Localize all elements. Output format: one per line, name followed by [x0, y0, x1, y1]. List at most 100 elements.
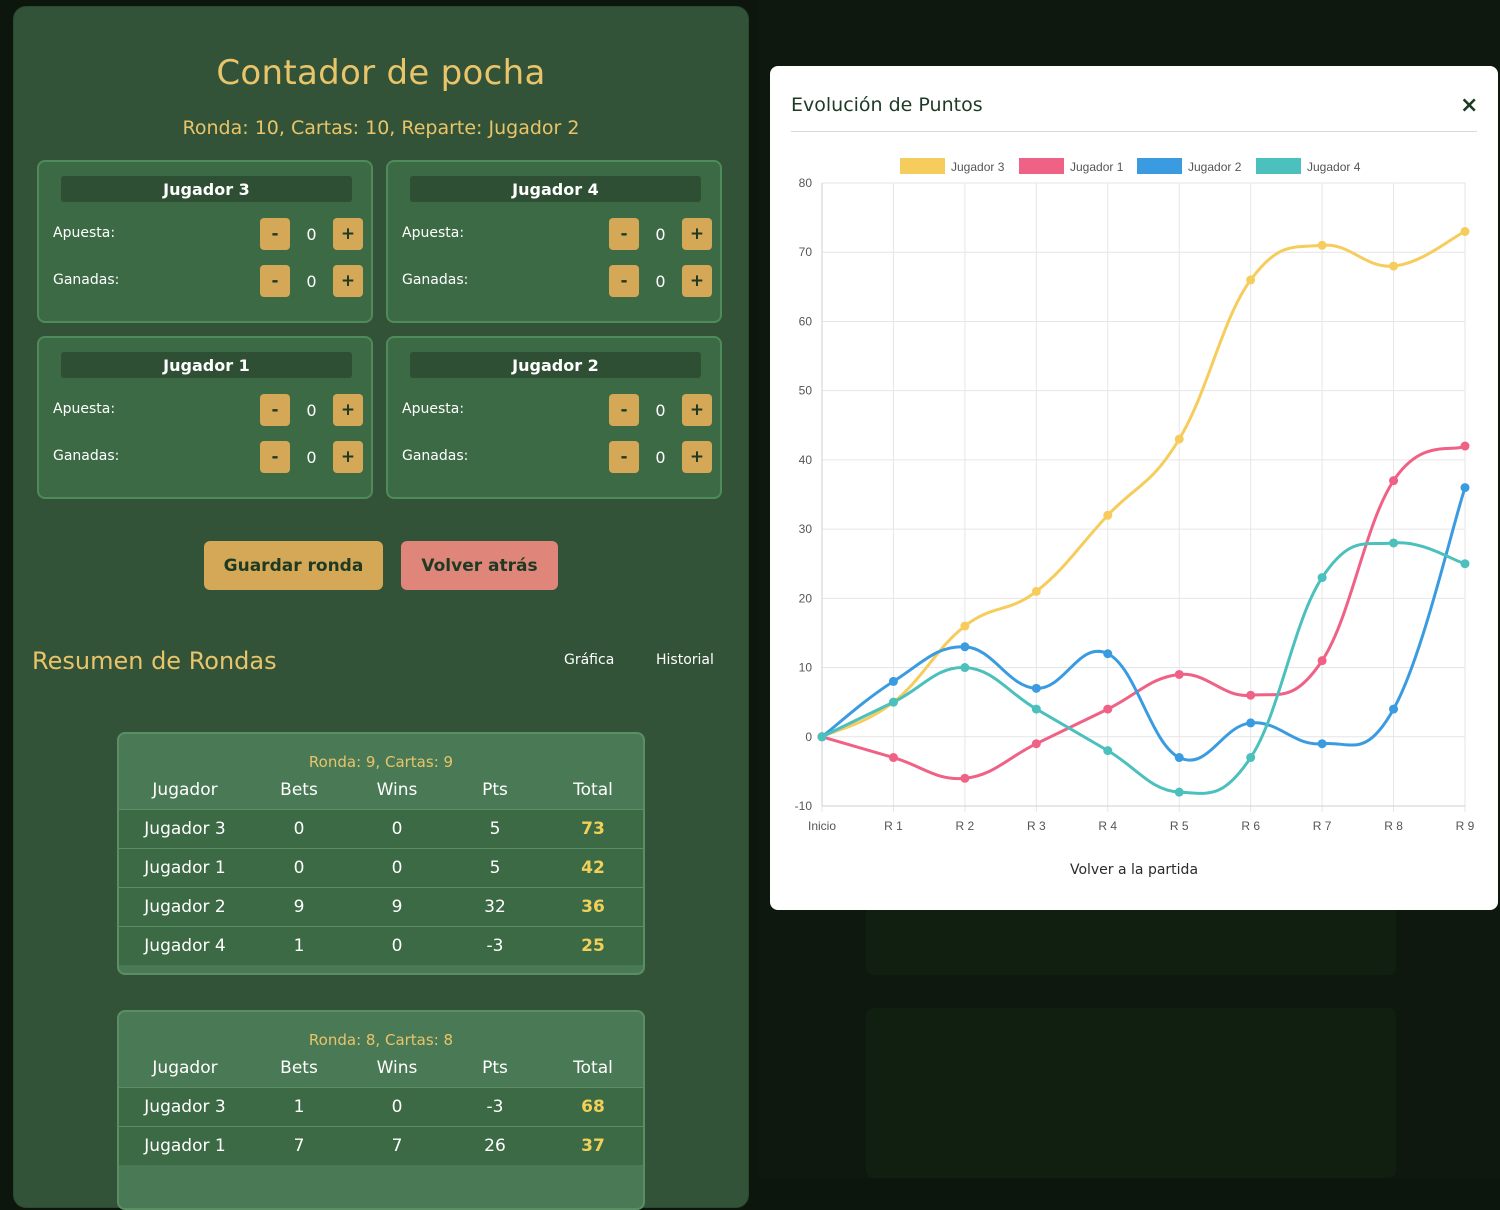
legend-swatch: [900, 158, 945, 174]
y-tick-label: 50: [799, 384, 813, 398]
column-header: Bets: [280, 1058, 318, 1078]
x-tick-label: R 1: [884, 819, 903, 833]
data-point: [1031, 586, 1041, 596]
history-link[interactable]: Historial: [656, 652, 714, 668]
cell-pts: -3: [486, 936, 504, 956]
bet-label: Apuesta:: [53, 225, 116, 241]
y-tick-label: 40: [799, 453, 813, 467]
increment-button[interactable]: +: [333, 441, 363, 473]
data-point: [1103, 649, 1113, 659]
won-label: Ganadas:: [402, 448, 469, 464]
won-row: Ganadas: - 0 +: [53, 441, 363, 473]
cell-wins: 0: [391, 1097, 403, 1117]
chart-link[interactable]: Gráfica: [564, 652, 615, 668]
data-point: [1103, 510, 1113, 520]
won-value: 0: [306, 271, 317, 291]
bet-value: 0: [655, 400, 666, 420]
decrement-button[interactable]: -: [260, 441, 290, 473]
cell-pts: 5: [489, 858, 501, 878]
cell-pts: -3: [486, 1097, 504, 1117]
player-name: Jugador 4: [410, 176, 701, 202]
player-name: Jugador 1: [61, 352, 352, 378]
y-tick-label: 70: [799, 245, 813, 259]
x-tick-label: R 4: [1098, 819, 1117, 833]
cell-player: Jugador 1: [144, 858, 226, 878]
data-point: [1389, 704, 1399, 714]
bet-label: Apuesta:: [402, 401, 465, 417]
table-row: Jugador 2 9 9 32 36: [119, 887, 643, 926]
decrement-button[interactable]: -: [609, 218, 639, 250]
bet-stepper: - 0 +: [260, 218, 363, 250]
x-tick-label: R 3: [1027, 819, 1046, 833]
increment-button[interactable]: +: [333, 218, 363, 250]
round-table: Ronda: 9, Cartas: 9 Jugador Bets Wins Pt…: [117, 732, 645, 975]
cell-bets: 1: [293, 936, 305, 956]
decrement-button[interactable]: -: [260, 218, 290, 250]
increment-button[interactable]: +: [333, 394, 363, 426]
increment-button[interactable]: +: [682, 441, 712, 473]
decrement-button[interactable]: -: [609, 441, 639, 473]
column-header: Jugador: [152, 780, 218, 800]
legend-swatch: [1256, 158, 1301, 174]
bet-stepper: - 0 +: [609, 218, 712, 250]
data-point: [1317, 656, 1327, 666]
cell-pts: 5: [489, 819, 501, 839]
table-row: Jugador 1 7 7 26 37: [119, 1126, 643, 1165]
points-chart: -10 0 10 20 30 40 50 60 70 80 Inicio R 1 R 2 R 3 R 4 R …: [795, 158, 1475, 833]
y-tick-label: 80: [799, 176, 813, 190]
won-row: Ganadas: - 0 +: [402, 265, 712, 297]
player-name: Jugador 3: [61, 176, 352, 202]
back-to-game-link[interactable]: Volver a la partida: [1069, 862, 1199, 878]
table-row: Jugador 3 0 0 5 73: [119, 809, 643, 848]
bet-value: 0: [655, 224, 666, 244]
y-tick-label: -10: [795, 799, 813, 813]
decrement-button[interactable]: -: [609, 394, 639, 426]
player-name: Jugador 2: [410, 352, 701, 378]
x-tick-label: R 6: [1241, 819, 1260, 833]
player-card: Jugador 1 Apuesta: - 0 + Ganadas: - 0 +: [37, 336, 373, 499]
data-point: [960, 663, 970, 673]
save-round-button[interactable]: Guardar ronda: [204, 541, 383, 590]
close-icon[interactable]: ×: [1460, 93, 1479, 118]
increment-button[interactable]: +: [682, 394, 712, 426]
increment-button[interactable]: +: [333, 265, 363, 297]
table-header-row: Jugador Bets Wins Pts Total: [119, 771, 643, 809]
won-label: Ganadas:: [53, 272, 120, 288]
y-tick-label: 0: [805, 730, 812, 744]
summary-title: Resumen de Rondas: [32, 647, 277, 675]
column-header: Bets: [280, 780, 318, 800]
cell-pts: 26: [484, 1136, 506, 1156]
data-point: [1031, 739, 1041, 749]
decrement-button[interactable]: -: [609, 265, 639, 297]
bet-row: Apuesta: - 0 +: [402, 394, 712, 426]
increment-button[interactable]: +: [682, 265, 712, 297]
cell-bets: 0: [293, 819, 305, 839]
legend-label: Jugador 3: [951, 160, 1005, 174]
increment-button[interactable]: +: [682, 218, 712, 250]
won-stepper: - 0 +: [609, 441, 712, 473]
y-tick-label: 60: [799, 314, 813, 328]
cell-player: Jugador 1: [144, 1136, 226, 1156]
data-point: [1246, 753, 1256, 763]
y-tick-label: 10: [799, 661, 813, 675]
bet-value: 0: [306, 400, 317, 420]
cell-player: Jugador 2: [144, 897, 226, 917]
data-point: [1031, 683, 1041, 693]
data-point: [1174, 753, 1184, 763]
decrement-button[interactable]: -: [260, 265, 290, 297]
data-point: [888, 676, 898, 686]
won-stepper: - 0 +: [260, 441, 363, 473]
cell-total: 42: [581, 858, 605, 878]
data-point: [1174, 669, 1184, 679]
round-table: Ronda: 8, Cartas: 8 Jugador Bets Wins Pt…: [117, 1010, 645, 1210]
cell-pts: 32: [484, 897, 506, 917]
table-header-row: Jugador Bets Wins Pts Total: [119, 1049, 643, 1087]
table-row: Jugador 3 1 0 -3 68: [119, 1087, 643, 1126]
decrement-button[interactable]: -: [260, 394, 290, 426]
go-back-button[interactable]: Volver atrás: [401, 541, 558, 590]
cell-total: 36: [581, 897, 605, 917]
cell-wins: 0: [391, 819, 403, 839]
x-tick-label: R 5: [1170, 819, 1189, 833]
won-stepper: - 0 +: [260, 265, 363, 297]
modal-title: Evolución de Puntos: [791, 94, 983, 116]
